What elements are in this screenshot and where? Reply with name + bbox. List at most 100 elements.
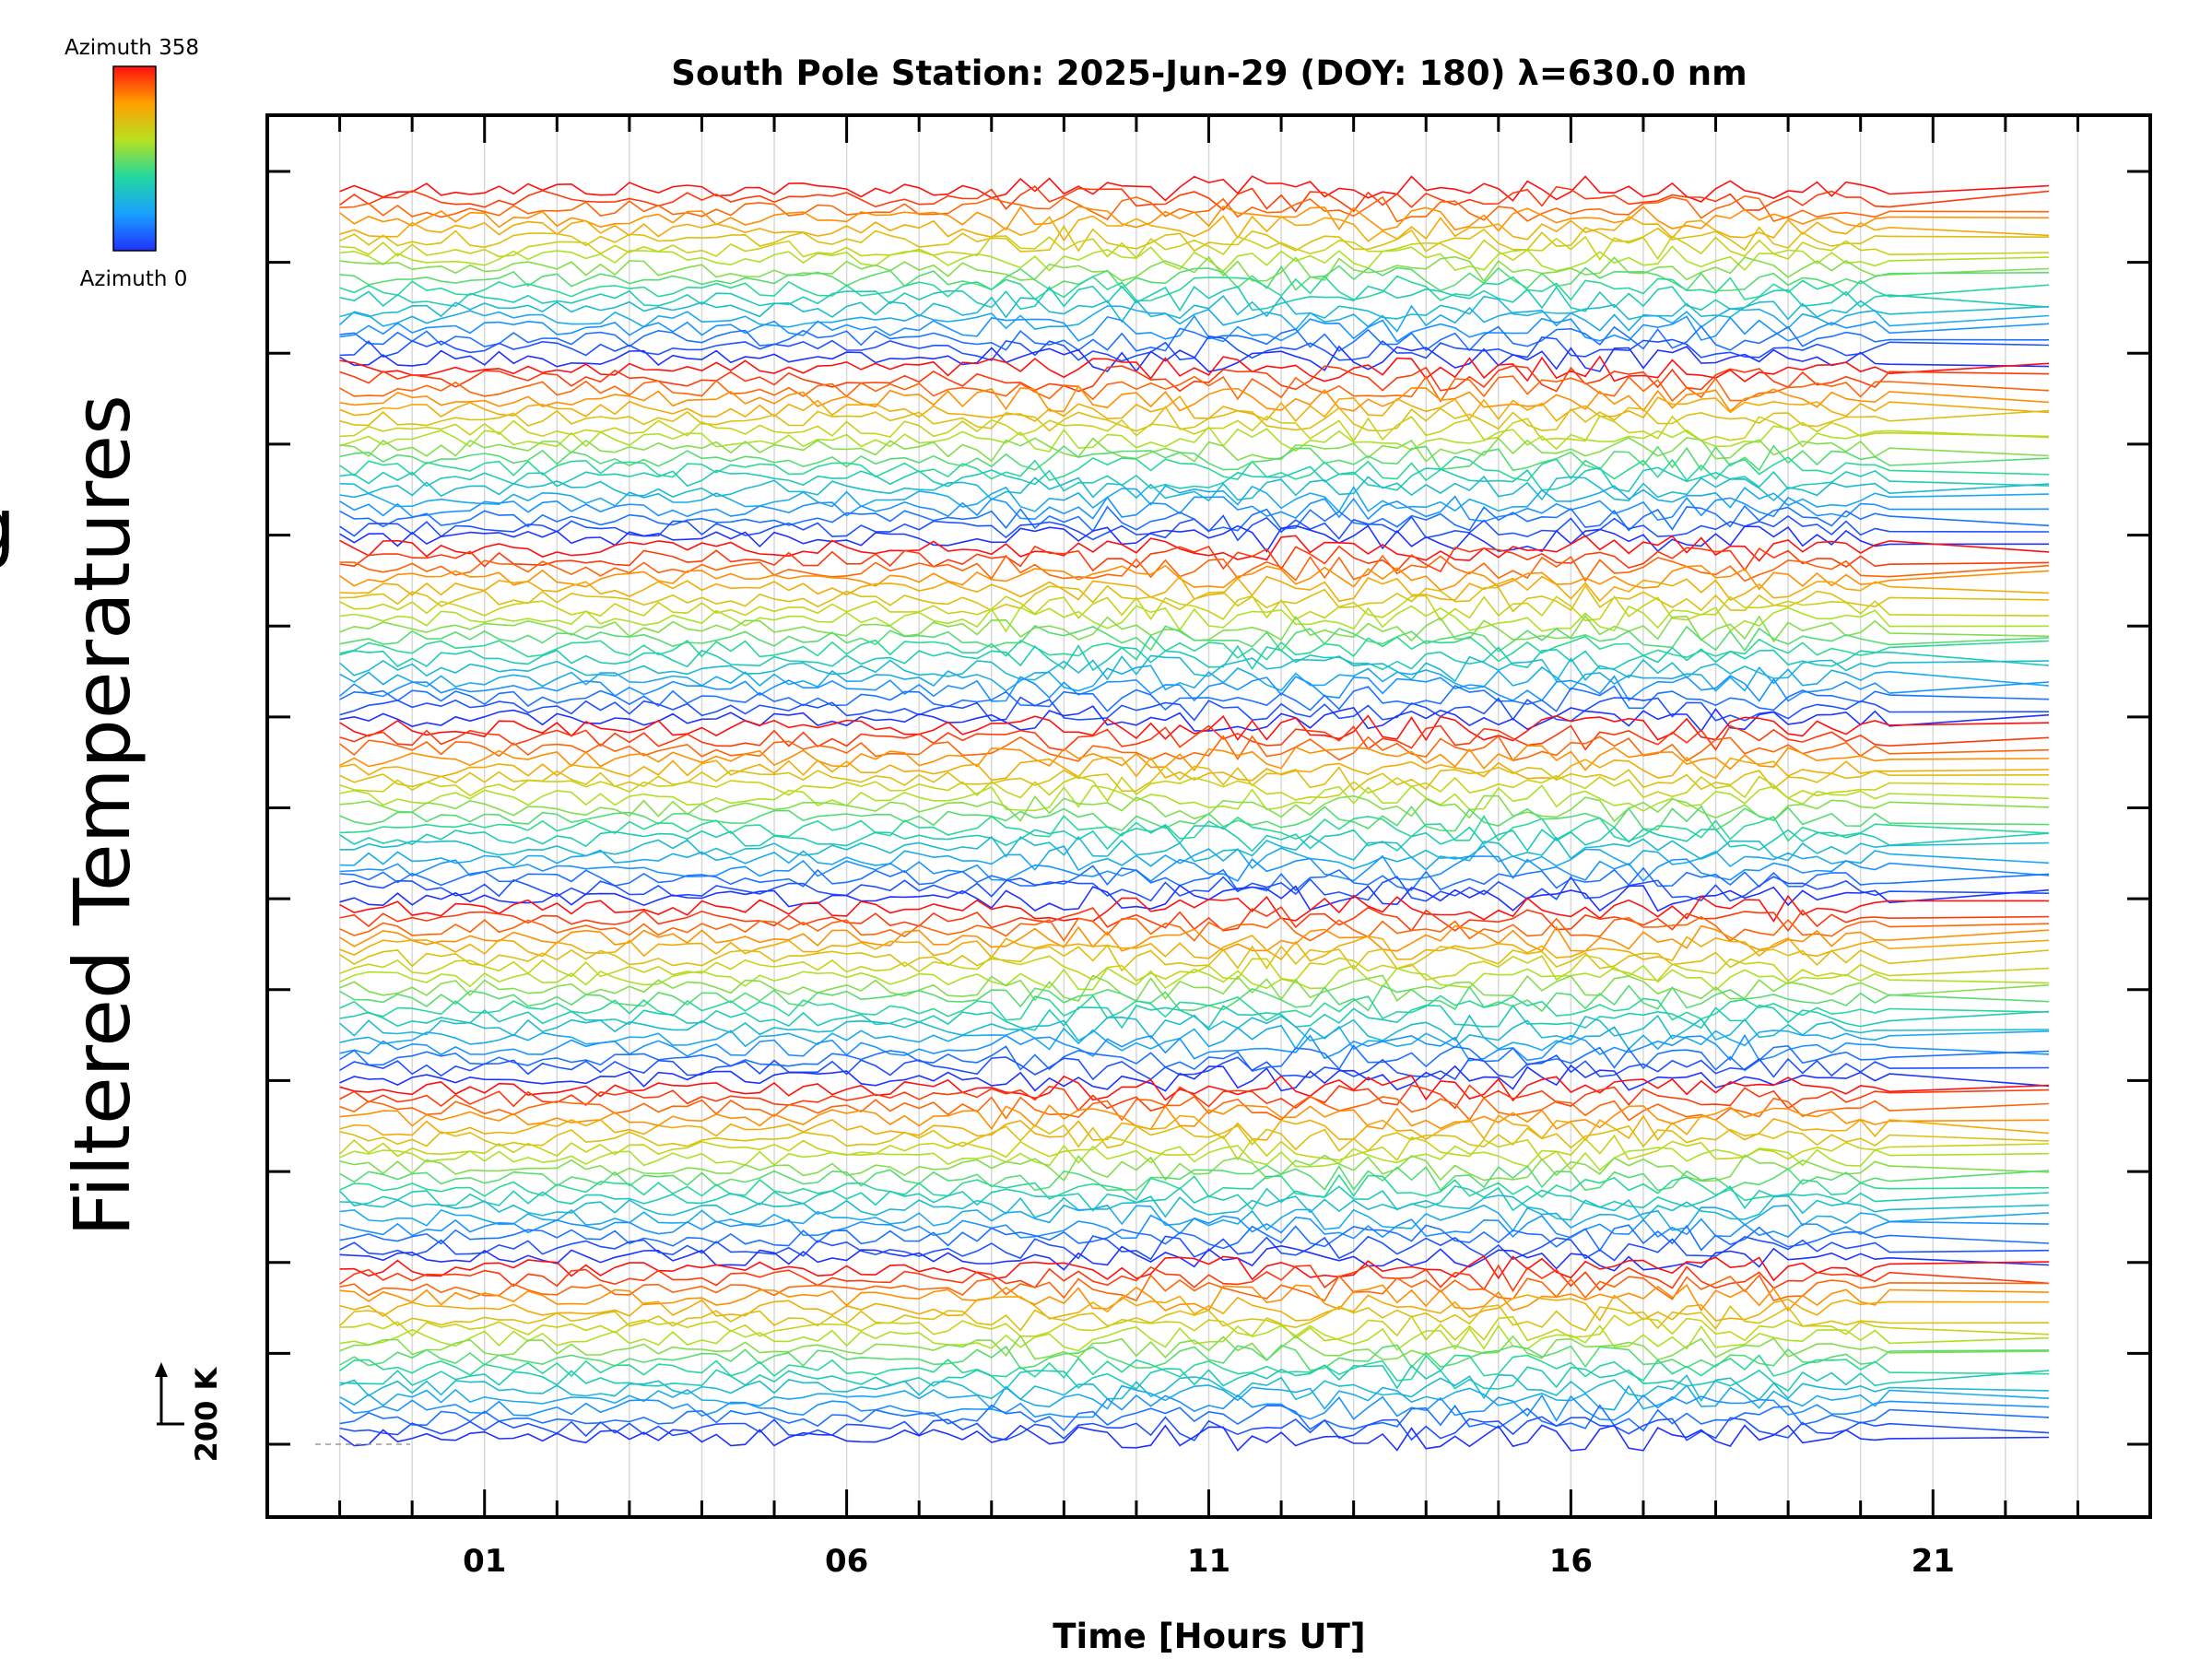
- trace-line: [339, 756, 2050, 782]
- trace-line: [339, 1324, 2050, 1352]
- trace-line: [339, 1024, 2050, 1052]
- grid-lines: [266, 115, 2151, 1517]
- trace-line: [339, 1154, 2050, 1182]
- trace-line: [339, 894, 2050, 924]
- trace-line: [339, 974, 2050, 1003]
- trace-line: [339, 614, 2050, 643]
- trace-line: [339, 954, 2050, 982]
- trace-line: [339, 355, 2050, 382]
- trace-line: [339, 1235, 2050, 1262]
- y-axis-label: Filtered Temperatures: [57, 394, 147, 1237]
- trace-line: [339, 495, 2050, 523]
- trace-line: [339, 275, 2050, 302]
- trace-line: [339, 1004, 2050, 1031]
- trace-line: [339, 825, 2050, 853]
- trace-line: [339, 675, 2050, 702]
- trace-line: [339, 395, 2050, 423]
- trace-line: [339, 1144, 2050, 1171]
- x-axis-label: Time [Hours UT]: [1053, 1617, 1365, 1656]
- colorbar-top-label: Azimuth 358: [65, 36, 199, 60]
- trace-line: [339, 994, 2050, 1022]
- trace-line: [339, 1364, 2050, 1393]
- trace-line: [339, 324, 2050, 352]
- y-scale-bar: 200 K: [155, 1362, 224, 1462]
- trace-line: [339, 245, 2050, 273]
- trace-line: [339, 294, 2050, 324]
- trace-line: [339, 594, 2050, 622]
- trace-line: [339, 644, 2050, 672]
- trace-line: [339, 984, 2050, 1013]
- colorbar: [112, 65, 157, 252]
- trace-line: [339, 475, 2050, 502]
- y-axis-label-cropped: g: [0, 481, 16, 571]
- trace-line: [339, 384, 2050, 413]
- trace-line: [339, 406, 2050, 432]
- trace-line: [339, 345, 2050, 373]
- trace-line: [339, 444, 2050, 472]
- trace-line: [339, 425, 2050, 453]
- trace-line: [339, 1164, 2050, 1192]
- trace-line: [339, 1354, 2050, 1382]
- trace-line: [339, 1044, 2050, 1073]
- chart-title: South Pole Station: 2025-Jun-29 (DOY: 18…: [671, 53, 1747, 93]
- trace-line: [339, 1294, 2050, 1322]
- trace-line: [339, 964, 2050, 992]
- trace-line: [339, 765, 2050, 793]
- trace-line: [339, 1304, 2050, 1332]
- trace-line: [339, 1033, 2050, 1062]
- trace-line: [339, 605, 2050, 633]
- trace-line: [339, 206, 2050, 232]
- trace-line: [339, 1134, 2050, 1161]
- trace-line: [339, 724, 2050, 751]
- trace-line: [339, 784, 2050, 812]
- trace-line: [339, 1264, 2050, 1293]
- trace-line: [339, 844, 2050, 872]
- x-tick-label: 16: [1549, 1543, 1593, 1580]
- trace-line: [339, 545, 2050, 573]
- trace-line: [339, 1194, 2050, 1221]
- trace-line: [339, 584, 2050, 613]
- trace-line: [339, 437, 2050, 463]
- x-tick-label: 06: [825, 1543, 868, 1580]
- trace-line: [339, 834, 2050, 863]
- trace-line: [339, 665, 2050, 692]
- trace-line: [339, 335, 2050, 362]
- trace-line: [339, 504, 2050, 533]
- trace-line: [339, 524, 2050, 553]
- trace-line: [339, 1173, 2050, 1202]
- trace-line: [339, 455, 2050, 482]
- trace-line: [339, 1075, 2050, 1102]
- trace-line: [339, 1274, 2050, 1302]
- trace-line: [339, 1064, 2050, 1092]
- trace-line: [339, 944, 2050, 972]
- trace-line: [339, 935, 2050, 962]
- trace-line: [339, 705, 2050, 733]
- trace-line: [339, 265, 2050, 292]
- trace-line: [339, 575, 2050, 603]
- scale-bar-arrow: [155, 1362, 168, 1377]
- trace-line: [339, 535, 2050, 562]
- trace-line: [339, 514, 2050, 542]
- x-tick-labels: 01 06 11 16 21: [463, 1543, 1955, 1580]
- data-traces: [339, 175, 2050, 1452]
- trace-line: [339, 485, 2050, 513]
- trace-line: [339, 1254, 2050, 1282]
- trace-line: [339, 1344, 2050, 1371]
- trace-line: [339, 215, 2050, 242]
- colorbar-bottom-label: Azimuth 0: [80, 267, 188, 291]
- trace-line: [339, 745, 2050, 771]
- trace-line: [339, 1053, 2050, 1081]
- trace-line: [339, 924, 2050, 952]
- trace-line: [339, 1204, 2050, 1232]
- x-tick-label: 21: [1912, 1543, 1955, 1580]
- trace-line: [339, 1084, 2050, 1112]
- x-tick-label: 11: [1187, 1543, 1230, 1580]
- scale-bar-label: 200 K: [189, 1366, 224, 1462]
- trace-line: [339, 564, 2050, 592]
- trace-line: [339, 1014, 2050, 1042]
- plot-frame: [265, 113, 2152, 1519]
- trace-line: [339, 696, 2050, 723]
- trace-line: [339, 1185, 2050, 1212]
- trace-line: [339, 624, 2050, 653]
